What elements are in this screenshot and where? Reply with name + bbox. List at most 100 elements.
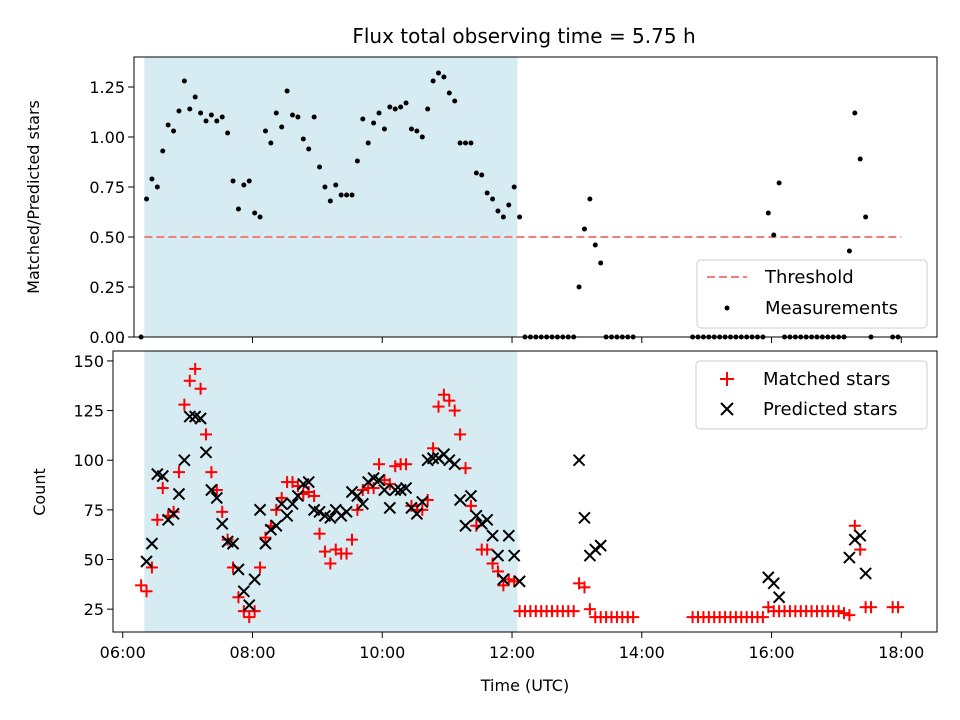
matched-star-point xyxy=(270,503,283,516)
predicted-star-point xyxy=(572,454,586,467)
measurement-point xyxy=(473,170,479,176)
predicted-star-point xyxy=(167,507,180,521)
x-tick-label: 14:00 xyxy=(619,643,665,662)
predicted-star-point xyxy=(275,497,288,511)
ratio-y-tick-label: 0.00 xyxy=(89,328,125,347)
measurement-point xyxy=(468,140,474,146)
measurement-point xyxy=(311,114,317,120)
predicted-star-point xyxy=(589,543,602,556)
measurement-point xyxy=(419,134,425,140)
measurement-point xyxy=(241,182,247,188)
measurement-point xyxy=(517,214,523,220)
measurement-point xyxy=(381,126,387,132)
predicted-star-point xyxy=(502,529,515,542)
matched-star-point xyxy=(145,561,158,574)
count-legend: Matched stars Predicted stars xyxy=(695,360,928,430)
matched-star-point xyxy=(308,489,321,502)
measurement-point xyxy=(408,126,414,132)
matched-star-point xyxy=(567,605,580,618)
measurement-point xyxy=(398,104,404,110)
matched-star-point xyxy=(832,605,845,618)
matched-star-point xyxy=(275,491,288,504)
predicted-stars-points xyxy=(140,410,872,612)
matched-stars-points xyxy=(135,362,905,624)
matched-star-point xyxy=(854,543,867,556)
count-y-tick-label: 125 xyxy=(73,402,104,421)
matched-star-point xyxy=(167,505,180,518)
measurement-point xyxy=(490,196,496,202)
predicted-star-point xyxy=(291,489,305,503)
predicted-star-point xyxy=(772,591,786,604)
predicted-star-point xyxy=(859,567,872,580)
predicted-star-point xyxy=(280,509,294,523)
count-y-tick-label: 75 xyxy=(84,501,104,520)
matched-star-point xyxy=(838,607,851,620)
predicted-star-point xyxy=(324,511,337,525)
measurement-point xyxy=(506,202,512,208)
matched-star-point xyxy=(756,611,769,624)
matched-star-point xyxy=(340,547,353,560)
measurement-point xyxy=(403,100,409,106)
legend-measurements-swatch xyxy=(724,305,730,311)
predicted-star-point xyxy=(248,573,261,586)
matched-star-point xyxy=(194,382,207,395)
matched-star-point xyxy=(356,484,369,497)
measurement-point xyxy=(495,208,501,214)
measurement-point xyxy=(430,78,436,84)
predicted-star-point xyxy=(253,503,267,517)
matched-star-point xyxy=(583,603,596,616)
measurement-point xyxy=(576,284,582,290)
measurement-point xyxy=(300,136,306,142)
count-y-tick-label: 100 xyxy=(73,451,104,470)
predicted-star-point xyxy=(356,497,370,511)
predicted-star-point xyxy=(194,412,207,425)
matched-star-point xyxy=(427,442,440,455)
count-plot-frame xyxy=(112,350,938,633)
measurement-point xyxy=(765,210,771,216)
legend-matched-swatch xyxy=(720,372,734,386)
predicted-star-point xyxy=(156,469,169,483)
matched-star-point xyxy=(437,388,450,401)
measurement-point xyxy=(149,176,155,182)
measurement-point xyxy=(279,124,285,130)
count-x-ticks: 06:00 08:00 10:00 12:00 14:00 16:00 18:00 xyxy=(100,632,924,662)
x-tick-label: 12:00 xyxy=(489,643,535,662)
measurement-point xyxy=(230,178,236,184)
measurement-point xyxy=(354,158,360,164)
predicted-star-point xyxy=(491,549,505,562)
predicted-star-point xyxy=(453,493,467,507)
ratio-panel: 0.00 0.25 0.50 0.75 1.00 1.25 Matched/Predict… xyxy=(24,56,938,347)
matched-star-point xyxy=(237,605,250,618)
predicted-star-point xyxy=(351,489,364,503)
matched-star-point xyxy=(189,362,202,375)
predicted-star-point xyxy=(340,505,353,519)
predicted-star-point xyxy=(410,507,424,521)
legend-threshold-label: Threshold xyxy=(764,267,854,288)
matched-star-point xyxy=(373,458,386,471)
predicted-star-point xyxy=(475,517,488,530)
measurement-point xyxy=(463,140,469,146)
ratio-plot-frame xyxy=(133,56,938,338)
predicted-star-point xyxy=(480,513,494,527)
predicted-star-point xyxy=(507,549,521,562)
matched-star-point xyxy=(497,579,510,592)
matched-star-point xyxy=(199,428,212,441)
measurement-point xyxy=(214,118,220,124)
measurement-point xyxy=(181,78,187,84)
measurement-point xyxy=(154,184,160,190)
predicted-star-point xyxy=(513,575,526,588)
matched-star-point xyxy=(151,513,164,526)
ratio-y-tick-label: 1.00 xyxy=(89,128,125,147)
predicted-star-point xyxy=(270,519,283,532)
measurement-point xyxy=(846,248,852,254)
measurement-point xyxy=(208,112,214,118)
measurement-point xyxy=(246,178,252,184)
measurement-point xyxy=(387,104,393,110)
predicted-star-point xyxy=(486,529,499,542)
predicted-star-point xyxy=(313,505,326,519)
measurement-point xyxy=(863,214,869,220)
matched-star-point xyxy=(892,601,905,614)
predicted-star-point xyxy=(767,577,780,590)
matched-star-point xyxy=(232,591,245,604)
measurement-point xyxy=(587,196,593,202)
